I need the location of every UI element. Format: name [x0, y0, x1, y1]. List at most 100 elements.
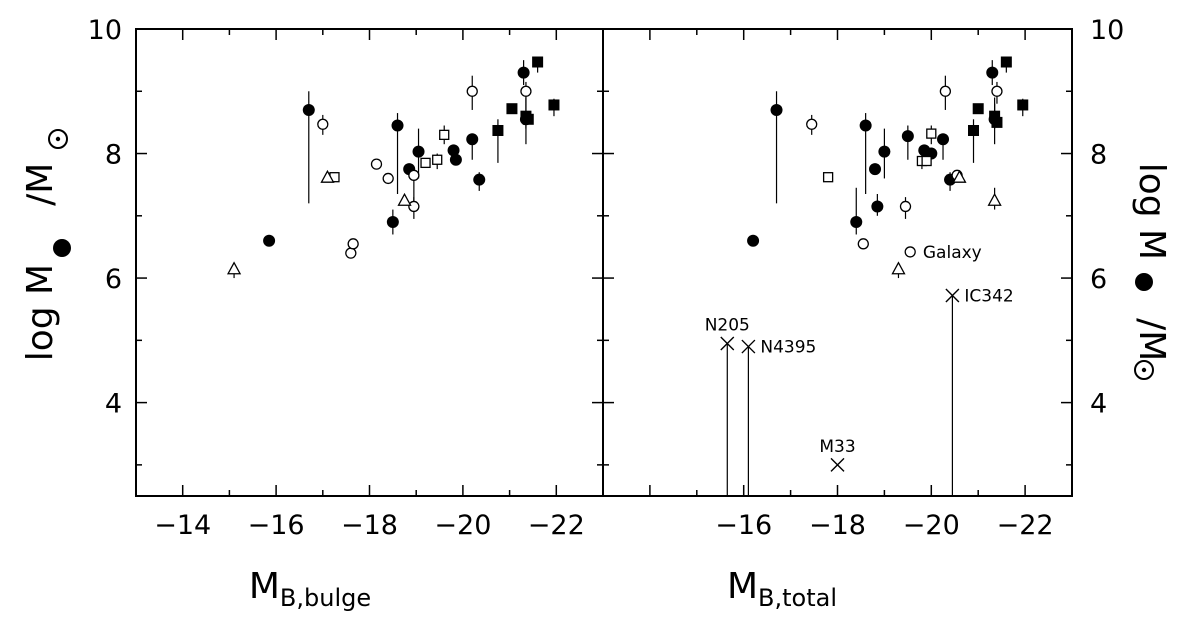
open-triangle-point [987, 192, 1002, 206]
filled-circle-point [869, 163, 882, 176]
x-tick-label: −22 [528, 510, 585, 541]
open-circle-point [520, 85, 532, 97]
y-tick-label: 8 [105, 140, 122, 171]
y-label-right-part-1: log M [1131, 163, 1172, 260]
y-tick-label: 10 [1090, 15, 1124, 46]
x-tick-label: −16 [715, 510, 772, 541]
open-square-point [921, 155, 932, 167]
filled-circle-point [473, 173, 486, 186]
open-circle-point [899, 200, 912, 213]
filled-circle-point [859, 119, 872, 132]
filled-square-point [548, 99, 560, 111]
x-tick-label: −20 [434, 510, 491, 541]
open-circle-point [408, 169, 420, 181]
y-tick-label: 4 [1090, 389, 1107, 420]
open-square-point [420, 157, 431, 169]
sun-symbol [48, 129, 68, 149]
cross-point [741, 339, 756, 354]
plot-frame [602, 28, 1073, 497]
right-panel: −16 −18 −20 −22 4 6 8 10 N205 N4395 M33 IC342 Galaxy [602, 15, 1124, 541]
x-axis-label-right: MB,total [727, 566, 837, 612]
bh-filled-circle-symbol-right [1135, 273, 1153, 291]
open-circle-point [991, 85, 1003, 97]
open-circle-point [408, 200, 420, 213]
filled-square-point [989, 110, 1001, 122]
open-triangle-point [226, 261, 242, 275]
filled-circle-point [386, 216, 399, 229]
open-square-point [822, 172, 834, 183]
filled-square-point [506, 103, 518, 115]
open-circle-point [317, 118, 329, 130]
cross-point [830, 457, 845, 472]
annotation-label: Galaxy [923, 243, 982, 263]
bh-filled-circle-symbol [53, 239, 71, 257]
y-tick-label: 10 [88, 15, 122, 46]
filled-circle-point [447, 144, 460, 157]
y-tick-label: 4 [105, 389, 122, 420]
x-tick-label: −16 [248, 510, 305, 541]
filled-circle-point [871, 200, 884, 213]
y-tick-label: 6 [105, 264, 122, 295]
filled-square-point [972, 103, 984, 115]
filled-circle-point [517, 66, 530, 79]
filled-circle-point [850, 216, 863, 229]
x-tick-label: −22 [997, 510, 1054, 541]
open-triangle-point [952, 169, 967, 183]
x-tick-label: −14 [154, 510, 211, 541]
x-tick-label: −18 [809, 510, 866, 541]
filled-square-point [492, 124, 504, 136]
svg-text:log M/M: log M/M [1131, 163, 1172, 362]
point-label: IC342 [964, 287, 1013, 307]
open-square-point [439, 129, 450, 141]
open-triangle-point [397, 192, 412, 206]
open-circle-point [904, 246, 916, 258]
open-circle-point [857, 238, 869, 250]
y-tick-label: 6 [1090, 264, 1107, 295]
point-label: N4395 [760, 338, 816, 358]
filled-circle-point [878, 145, 891, 158]
y-axis-label-right: log M/M [1131, 163, 1172, 362]
filled-circle-point [263, 234, 276, 247]
open-circle-point [806, 118, 818, 130]
x-tick-label: −20 [903, 510, 960, 541]
plot-frame [135, 28, 604, 497]
open-circle-point [347, 238, 359, 250]
filled-square-point [1017, 99, 1029, 111]
open-triangle-point [891, 261, 906, 275]
open-triangle-point [320, 169, 335, 183]
cross-point [945, 288, 960, 303]
filled-circle-point [986, 66, 999, 79]
open-circle-point [382, 172, 394, 185]
filled-circle-point [412, 145, 425, 158]
x-tick-label: −18 [341, 510, 398, 541]
filled-circle-point [449, 153, 462, 166]
svg-text:log M/M: log M/M [20, 163, 61, 362]
filled-circle-point [466, 133, 479, 146]
open-square-point [926, 128, 937, 139]
filled-square-point [532, 56, 544, 68]
open-circle-point [466, 85, 478, 97]
open-circle-point [345, 247, 357, 259]
x-axis-label-left: MB,bulge [249, 566, 371, 612]
filled-square-point [522, 113, 534, 125]
open-square-point [432, 154, 443, 165]
cross-point [720, 336, 735, 351]
filled-circle-point [302, 103, 315, 116]
y-label-part-2: /M [20, 163, 61, 206]
point-label: N205 [705, 315, 750, 335]
y-label-part-1: log M [20, 264, 61, 361]
point-label: M33 [819, 437, 855, 457]
y-axis-label-left: log M/M [20, 163, 61, 362]
filled-square-point [968, 124, 980, 136]
filled-circle-point [770, 103, 783, 116]
filled-circle-point [747, 234, 760, 247]
y-tick-label: 8 [1090, 140, 1107, 171]
open-circle-point [370, 158, 383, 170]
open-circle-point [939, 85, 952, 97]
filled-circle-point [937, 133, 950, 146]
filled-circle-point [901, 130, 914, 143]
y-label-right-part-2: /M [1131, 318, 1172, 361]
filled-circle-point [391, 119, 404, 132]
sun-symbol-right [1134, 360, 1154, 380]
